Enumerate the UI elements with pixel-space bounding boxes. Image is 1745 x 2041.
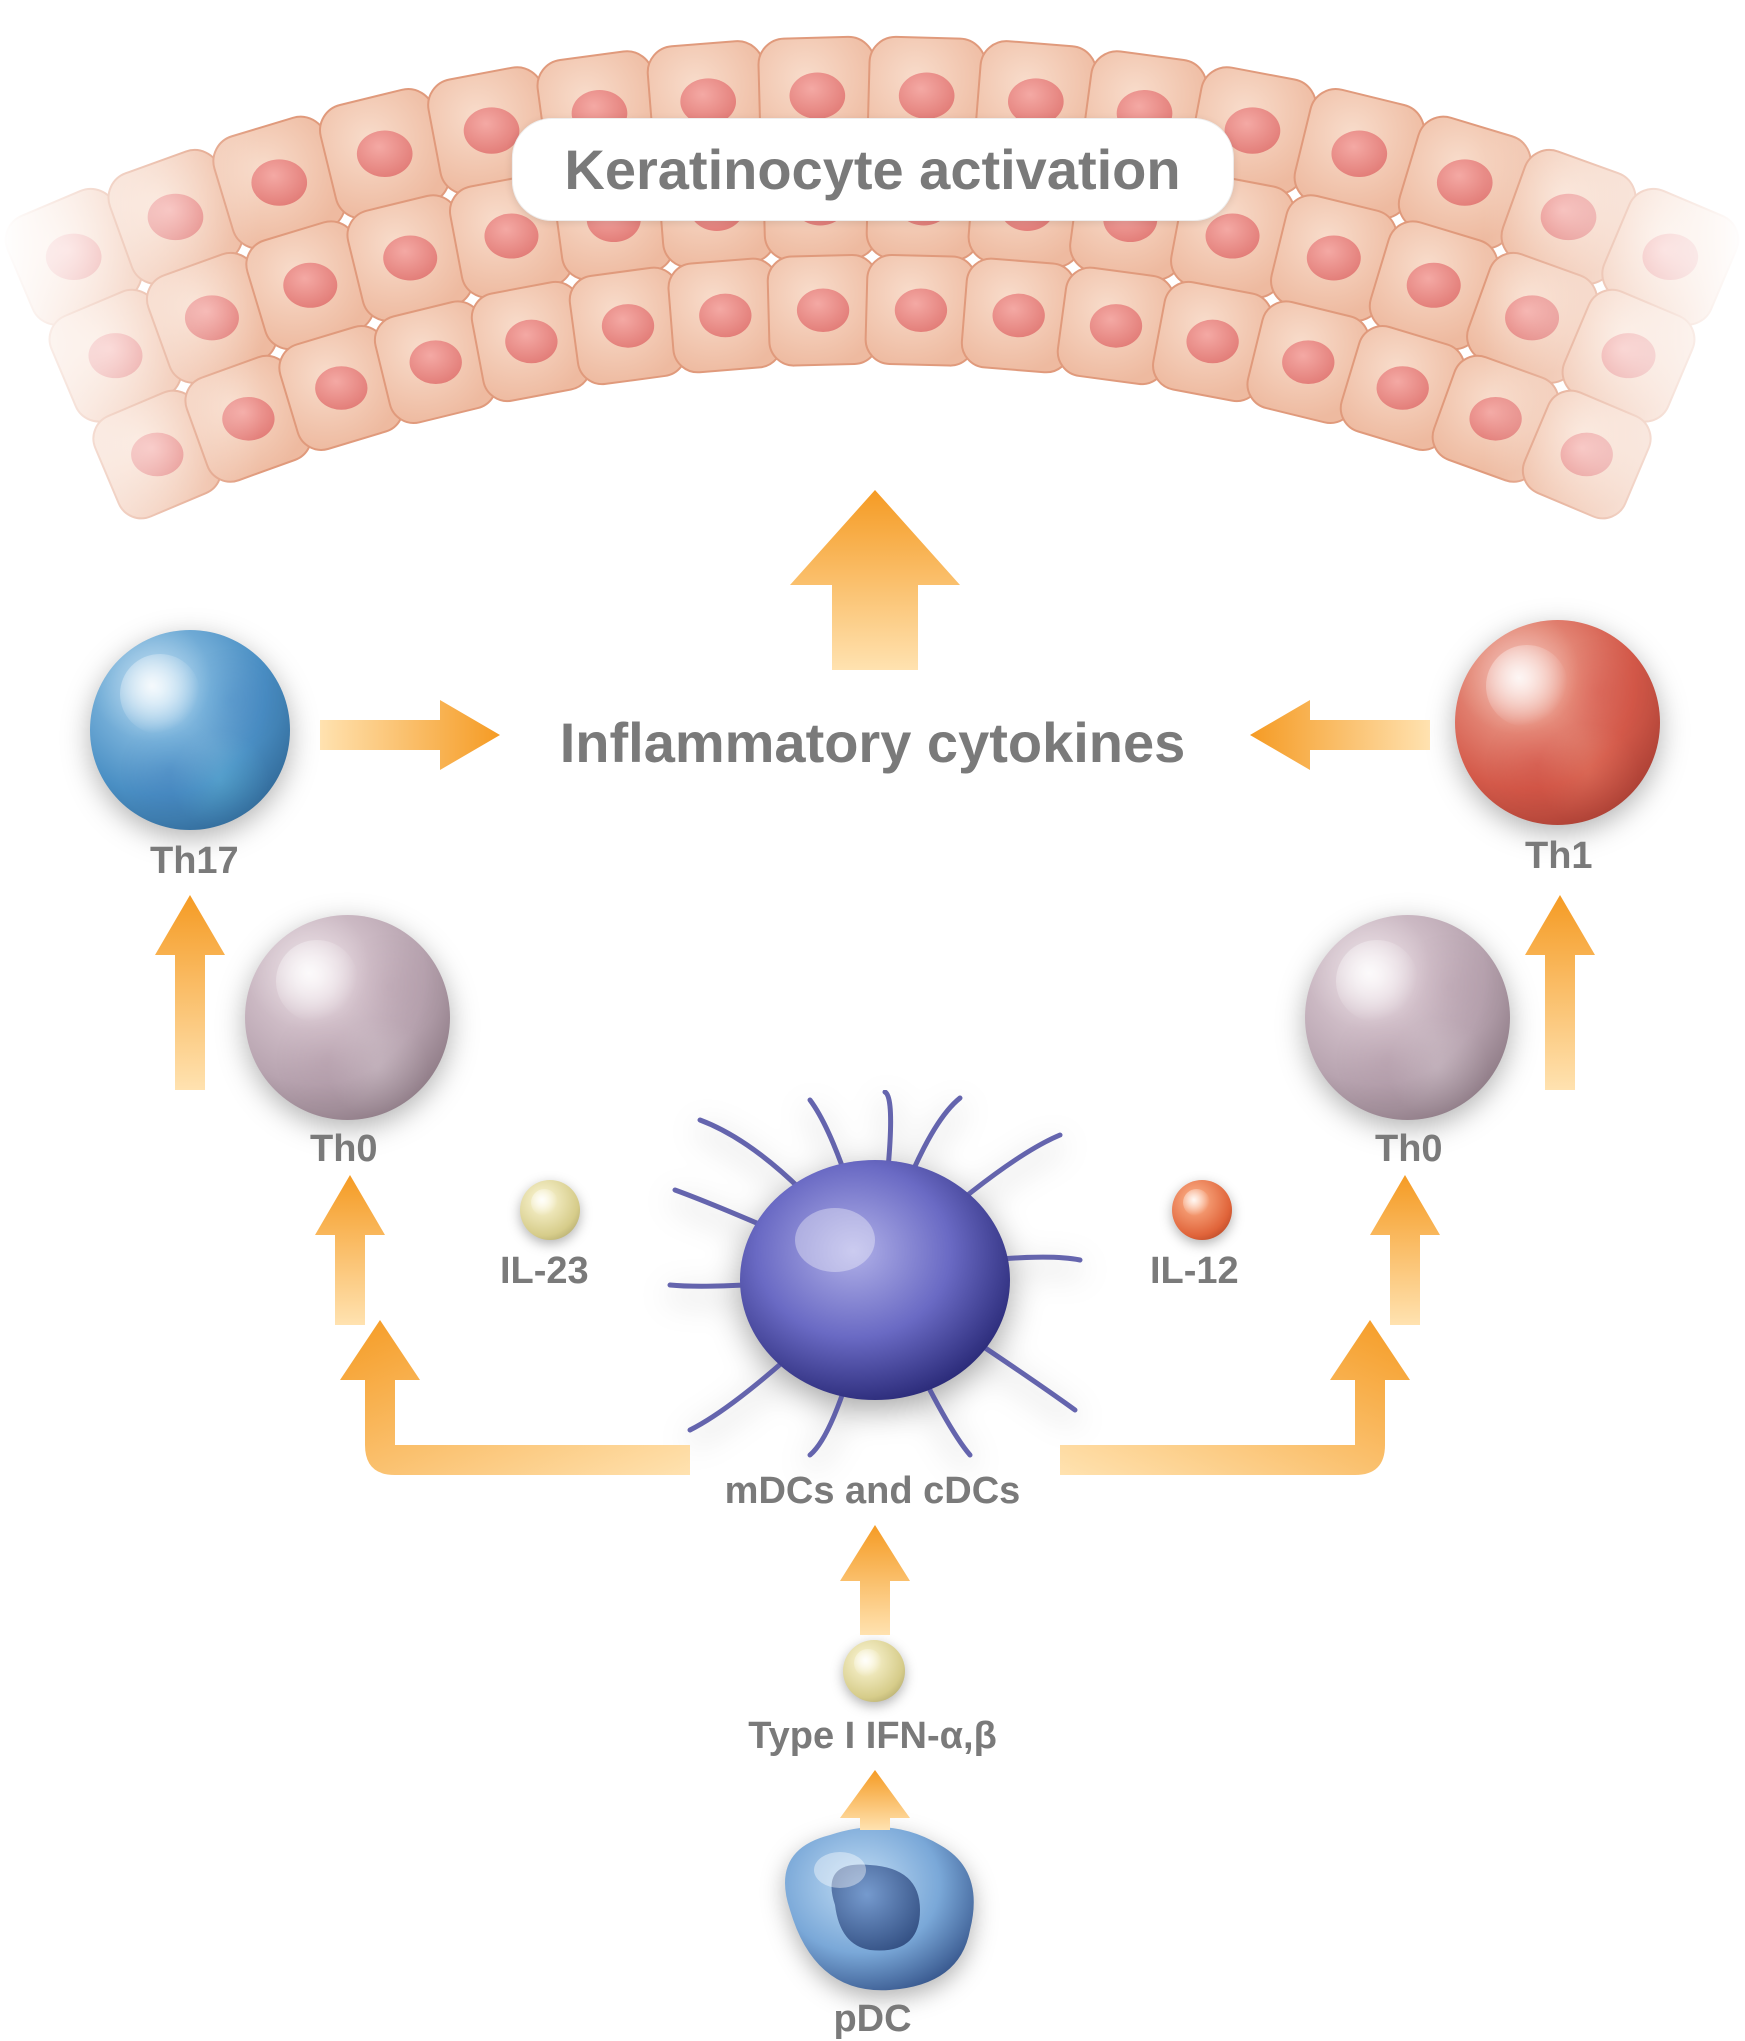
il12-cytokine xyxy=(1172,1180,1232,1240)
ifn-cytokine xyxy=(843,1640,905,1702)
arrow-pdc-to-ifn xyxy=(840,1770,910,1830)
arrow-th0-to-th17 xyxy=(155,895,225,1090)
th0-right-label: Th0 xyxy=(1375,1128,1443,1171)
title-text: Keratinocyte activation xyxy=(564,138,1180,201)
mdc-cdc-label: mDCs and cDCs xyxy=(725,1470,1021,1513)
inflammatory-text: Inflammatory cytokines xyxy=(560,711,1186,774)
th17-label: Th17 xyxy=(150,840,239,883)
pdc-label: pDC xyxy=(833,1998,911,2041)
th0-left-cell xyxy=(245,915,450,1120)
il23-cytokine xyxy=(520,1180,580,1240)
arrow-cytokines-to-keratinocytes xyxy=(790,490,960,670)
arrow-il12-to-th0 xyxy=(1370,1175,1440,1325)
arrow-ifn-to-mdc xyxy=(840,1525,910,1635)
arrow-th17-to-cytokines xyxy=(320,700,500,770)
ifn-label: Type I IFN-α,β xyxy=(748,1715,997,1758)
th0-left-label: Th0 xyxy=(310,1128,378,1171)
th1-label: Th1 xyxy=(1525,835,1593,878)
mdc-cdc-cell xyxy=(660,1090,1090,1460)
arrow-il23-to-th0 xyxy=(315,1175,385,1325)
pdc-cell xyxy=(760,1810,990,2000)
keratinocyte-tissue xyxy=(0,20,1745,540)
arrow-mdc-to-il23 xyxy=(330,1320,690,1490)
arrow-th1-to-cytokines xyxy=(1250,700,1430,770)
keratinocyte-activation-title: Keratinocyte activation xyxy=(511,118,1233,221)
arrow-th0-to-th1 xyxy=(1525,895,1595,1090)
th0-right-cell xyxy=(1305,915,1510,1120)
arrow-mdc-to-il12 xyxy=(1060,1320,1420,1490)
th17-cell xyxy=(90,630,290,830)
il23-label: IL-23 xyxy=(500,1250,589,1293)
inflammatory-cytokines-label: Inflammatory cytokines xyxy=(560,710,1186,775)
th1-cell xyxy=(1455,620,1660,825)
il12-label: IL-12 xyxy=(1150,1250,1239,1293)
